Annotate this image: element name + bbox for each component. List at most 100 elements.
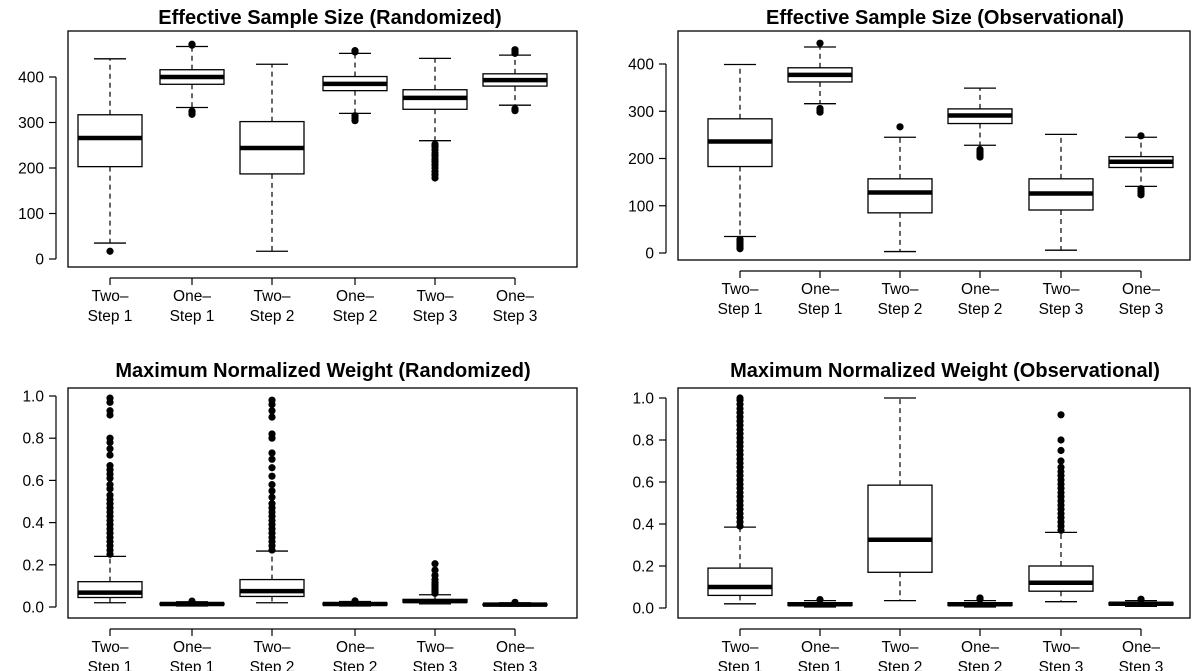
- x-tick-label: Step 1: [798, 301, 843, 318]
- panel-ess-randomized: Effective Sample Size (Randomized) 0 100 2…: [18, 7, 578, 325]
- outlier-point: [816, 104, 824, 113]
- x-tick-label: Step 2: [878, 659, 923, 671]
- outlier-point: [1057, 457, 1065, 465]
- outlier-point: [106, 394, 114, 402]
- outlier-point: [736, 394, 744, 402]
- plot-frame: [677, 30, 1191, 261]
- iqr-box: [77, 581, 143, 599]
- iqr-box: [707, 567, 773, 597]
- y-tick-label: 300: [628, 104, 654, 121]
- outlier-point: [736, 235, 744, 243]
- outlier-point: [188, 107, 196, 115]
- box-2: [787, 596, 853, 608]
- box-5: [402, 560, 468, 605]
- x-tick-label: Two–: [91, 288, 128, 305]
- y-tick-label: 100: [628, 198, 654, 215]
- y-tick-label: 400: [628, 57, 654, 74]
- outlier-point: [1057, 436, 1065, 444]
- iqr-box: [1028, 565, 1094, 592]
- outlier-point: [1057, 446, 1065, 455]
- iqr-box: [77, 114, 143, 168]
- x-tick-label: One–: [961, 281, 999, 298]
- panel-ess-observational: Effective Sample Size (Observational) 0 1…: [628, 7, 1191, 318]
- x-tick-label: Step 2: [878, 301, 923, 318]
- outlier-point: [511, 46, 519, 54]
- x-tick-label: Two–: [721, 281, 758, 298]
- iqr-box: [239, 578, 305, 598]
- box-6: [1108, 132, 1174, 199]
- x-tick-label: Step 3: [1039, 301, 1084, 318]
- x-tick-label: Step 2: [958, 301, 1003, 318]
- outlier-point: [106, 445, 114, 453]
- box-2: [787, 39, 853, 116]
- box-4: [947, 594, 1013, 608]
- outlier-point: [431, 571, 439, 579]
- outlier-point: [268, 396, 276, 404]
- outlier-point: [188, 40, 196, 48]
- box-6: [482, 46, 548, 115]
- box-3: [239, 63, 305, 252]
- plot-frame: [67, 30, 578, 268]
- outlier-point: [268, 449, 276, 457]
- outlier-point: [976, 145, 984, 154]
- outlier-point: [1057, 411, 1065, 419]
- x-tick-label: Step 1: [798, 659, 843, 671]
- x-tick-label: Step 2: [333, 308, 378, 325]
- y-tick-label: 1.0: [22, 389, 44, 406]
- x-tick-label: Step 1: [718, 659, 763, 671]
- box-2: [159, 40, 225, 118]
- y-tick-label: 200: [18, 161, 44, 178]
- iqr-box: [867, 484, 933, 573]
- outlier-point: [106, 247, 114, 255]
- outlier-point: [511, 598, 519, 606]
- outlier-point: [816, 596, 824, 604]
- outlier-point: [431, 566, 439, 574]
- box-1: [707, 394, 773, 605]
- box-3: [867, 397, 933, 602]
- outlier-point: [106, 451, 114, 459]
- x-tick-label: Two–: [253, 639, 290, 656]
- y-tick-label: 0: [35, 252, 44, 269]
- x-tick-label: Step 3: [493, 308, 538, 325]
- outlier-point: [1137, 132, 1145, 140]
- x-tick-label: Step 1: [718, 301, 763, 318]
- x-tick-label: Step 3: [1119, 301, 1164, 318]
- x-tick-label: Two–: [416, 288, 453, 305]
- y-tick-label: 0.8: [632, 433, 654, 450]
- box-5: [402, 57, 468, 182]
- box-1: [707, 63, 773, 253]
- outlier-point: [106, 407, 114, 415]
- y-tick-label: 0.4: [632, 517, 654, 534]
- y-tick-label: 100: [18, 206, 44, 223]
- x-tick-label: Step 2: [958, 659, 1003, 671]
- y-tick-label: 0.6: [632, 475, 654, 492]
- x-tick-label: Step 2: [250, 659, 295, 671]
- panel-weight-randomized: Maximum Normalized Weight (Randomized) 0…: [22, 360, 578, 671]
- x-tick-label: One–: [496, 288, 534, 305]
- outlier-point: [268, 430, 276, 438]
- outlier-point: [976, 594, 984, 602]
- x-tick-label: One–: [336, 639, 374, 656]
- x-tick-label: Step 1: [170, 308, 215, 325]
- box-4: [322, 597, 388, 607]
- chart-title: Effective Sample Size (Observational): [766, 7, 1124, 29]
- outlier-point: [106, 462, 114, 470]
- x-tick-label: Step 3: [1039, 659, 1084, 671]
- outlier-point: [268, 487, 276, 495]
- chart-title: Maximum Normalized Weight (Randomized): [115, 360, 530, 382]
- outlier-point: [1057, 463, 1065, 471]
- x-tick-label: Two–: [416, 639, 453, 656]
- x-tick-label: One–: [173, 639, 211, 656]
- outlier-point: [268, 481, 276, 489]
- outlier-point: [351, 112, 359, 120]
- y-tick-label: 0.0: [22, 600, 44, 617]
- outlier-point: [431, 560, 439, 568]
- outlier-point: [188, 597, 196, 605]
- box-5: [1028, 133, 1094, 251]
- x-tick-label: Step 2: [333, 659, 378, 671]
- outlier-point: [106, 434, 114, 442]
- iqr-box: [867, 178, 933, 214]
- outlier-point: [816, 39, 824, 47]
- x-tick-label: Two–: [1042, 639, 1079, 656]
